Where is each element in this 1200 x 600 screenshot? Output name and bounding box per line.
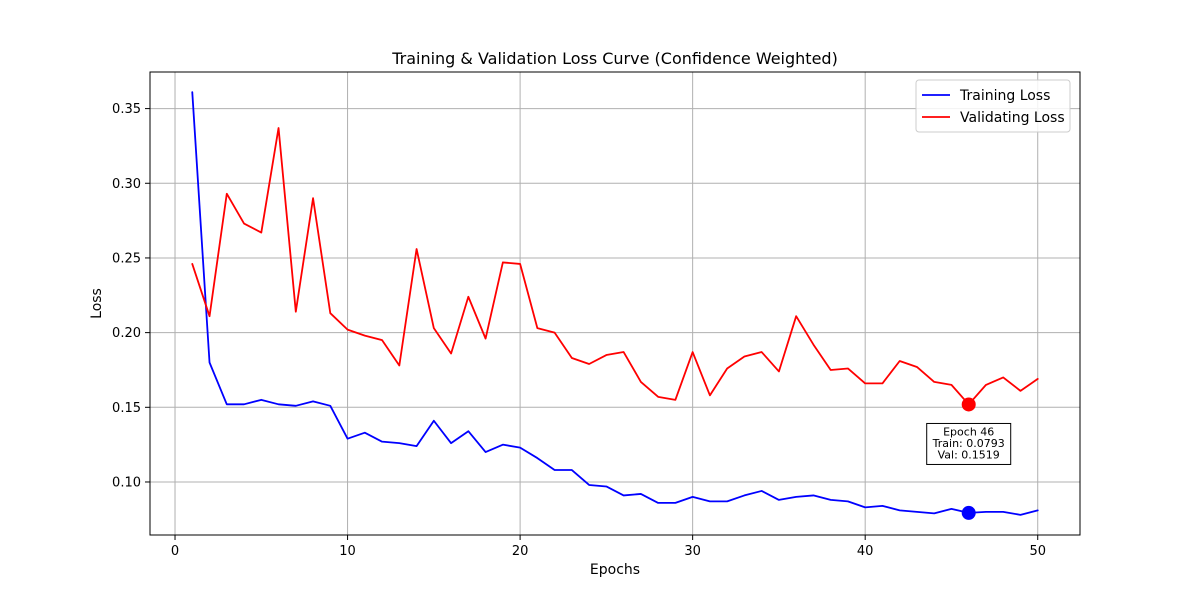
legend-label: Validating Loss	[960, 110, 1065, 126]
x-tick-label: 20	[512, 544, 529, 559]
y-tick-label: 0.35	[112, 102, 141, 117]
legend-label: Training Loss	[959, 88, 1050, 104]
y-tick-label: 0.25	[112, 251, 141, 266]
legend-box	[915, 79, 1071, 133]
chart-title: Training & Validation Loss Curve (Confid…	[391, 49, 838, 68]
best-epoch-val-marker	[961, 397, 976, 412]
grid	[150, 72, 1080, 535]
best-epoch-train-marker	[961, 505, 976, 520]
annotation-line: Epoch 46	[943, 425, 994, 438]
axis-ticks: 0 10 20 30 40 50 0.10 0.15 0.20 0.25 0.30 0.35	[112, 102, 1046, 559]
x-tick-label: 30	[684, 544, 701, 559]
x-tick-label: 40	[857, 544, 874, 559]
series-line-validating-loss	[191, 127, 1039, 406]
annotation-line: Val: 0.1519	[938, 448, 1000, 461]
highlight-markers	[961, 397, 976, 520]
annotation-box	[926, 422, 1012, 465]
x-tick-label: 0	[171, 544, 179, 559]
y-tick-label: 0.10	[112, 475, 141, 490]
y-axis-label: Loss	[89, 288, 105, 319]
series-line-training-loss	[191, 91, 1039, 516]
y-tick-label: 0.15	[112, 401, 141, 416]
x-tick-label: 10	[339, 544, 356, 559]
legend: Training Loss Validating Loss	[915, 79, 1071, 133]
y-tick-label: 0.30	[112, 177, 141, 192]
annotation-line: Train: 0.0793	[932, 437, 1005, 450]
plot-frame	[149, 71, 1081, 536]
x-tick-label: 50	[1029, 544, 1046, 559]
series-layer	[191, 91, 1039, 516]
y-tick-label: 0.20	[112, 326, 141, 341]
x-axis-label: Epochs	[590, 562, 640, 578]
